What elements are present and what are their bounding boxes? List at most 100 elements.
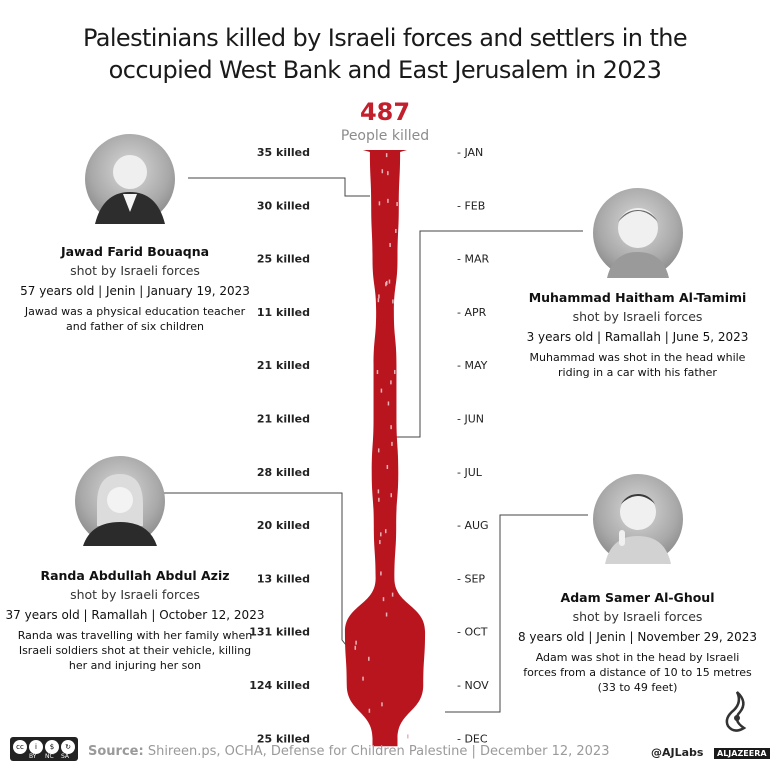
month-label-may: - MAY [457,359,488,372]
figure-mark [377,489,380,494]
profile-muhammad: Muhammad Haitham Al-Tamimi shot by Israe… [515,290,760,380]
figure-mark [388,279,391,284]
cc-icon: cc [13,740,27,754]
month-label-jul: - JUL [457,466,483,479]
month-label-sep: - SEP [457,572,485,585]
ajlabs-handle: @AJLabs [651,746,704,759]
month-label-jan: - JAN [457,146,483,159]
figure-mark [376,370,379,375]
portrait-muhammad [593,188,683,278]
figure-mark [391,592,394,597]
profile-randa: Randa Abdullah Abdul Aziz shot by Israel… [5,568,265,673]
profile-desc: Randa was travelling with her family whe… [5,628,265,673]
cc-sa-text: SA [61,753,70,760]
figure-mark [384,529,387,534]
month-labels: - JAN - FEB - MAR - APR - MAY - JUN - JUL - AUG… [457,146,489,745]
profile-desc-line: and father of six children [66,320,204,333]
source-note: Source: Shireen.ps, OCHA, Defense for Ch… [88,744,609,759]
aljazeera-wordmark: ALJAZEERA [714,748,770,759]
creative-commons-badge[interactable]: cc i $ ↻ BY NC SA [10,737,78,761]
profile-name: Randa Abdullah Abdul Aziz [40,568,230,583]
figure-mark [377,448,380,453]
portrait-jawad [85,134,175,224]
month-label-jun: - JUN [457,413,484,426]
aljazeera-logo-icon [725,691,747,732]
profile-desc: Jawad was a physical education teacher a… [10,304,260,334]
figure-mark [355,640,357,645]
figure-mark [381,169,384,174]
killed-label-may: 21 killed [257,359,310,372]
killed-label-jan: 35 killed [257,146,310,159]
title-line-2: occupied West Bank and East Jerusalem in… [108,56,662,84]
killed-label-nov: 124 killed [249,679,310,692]
month-label-aug: - AUG [457,519,489,532]
month-label-mar: - MAR [457,253,489,266]
connector-line-2 [395,230,583,438]
figure-mark [385,282,387,287]
profile-desc-line: Randa was travelling with her family whe… [17,629,253,642]
portrait-randa [75,456,165,546]
killed-label-jun: 21 killed [257,413,310,426]
killed-label-jul: 28 killed [257,466,310,479]
killed-label-dec: 25 killed [257,732,310,745]
figure-mark [378,294,380,299]
figure-mark [385,612,388,617]
profile-desc: Adam was shot in the head by Israeli for… [510,650,765,695]
profile-desc-line: Adam was shot in the head by Israeli [535,651,740,664]
figure-mark [390,425,392,430]
figure-mark [382,597,385,602]
figure-mark [393,369,396,374]
figure-mark [368,656,370,661]
chart-title: Palestinians killed by Israeli forces an… [0,22,770,86]
figure-mark [380,532,382,537]
month-label-nov: - NOV [457,679,489,692]
profile-desc-line: Jawad was a physical education teacher [24,305,246,318]
title-line-1: Palestinians killed by Israeli forces an… [82,24,688,52]
month-label-oct: - OCT [457,626,488,639]
profile-shot: shot by Israeli forces [70,587,200,602]
killed-label-feb: 30 killed [257,199,310,212]
figure-mark [407,734,409,739]
figure-mark [380,388,383,393]
profile-desc: Muhammad was shot in the head while ridi… [515,350,760,380]
figure-mark [386,464,389,469]
profile-desc-line: riding in a car with his father [558,366,717,379]
cc-by-text: BY [29,753,37,760]
total-killed-number: 487 [359,98,411,126]
profile-shot: shot by Israeli forces [572,609,703,624]
profile-desc-line: Muhammad was shot in the head while [529,351,746,364]
profile-meta: 37 years old | Ramallah | October 12, 20… [5,608,265,622]
figure-mark [362,676,364,681]
figure-mark [387,171,389,176]
connector-line-1 [188,177,370,197]
profile-name: Muhammad Haitham Al-Tamimi [528,290,747,305]
killed-label-apr: 11 killed [257,306,310,319]
figure-mark [368,708,371,713]
profile-name: Jawad Farid Bouaqna [60,244,210,259]
month-label-dec: - DEC [457,732,488,745]
profile-desc-line: (33 to 49 feet) [597,681,678,694]
figure-mark [389,242,391,247]
cc-nc-text: NC [45,753,54,760]
profile-jawad: Jawad Farid Bouaqna shot by Israeli forc… [10,244,260,334]
figure-mark [386,280,388,285]
figure-mark [387,198,389,203]
figure-mark [385,153,388,158]
source-label: Source: [88,744,144,759]
figure-mark [380,571,382,576]
killed-label-aug: 20 killed [257,519,310,532]
portrait-adam [593,474,683,564]
figure-mark [354,645,357,650]
killed-label-oct: 131 killed [249,626,310,639]
month-label-feb: - FEB [457,199,485,212]
profile-adam: Adam Samer Al-Ghoul shot by Israeli forc… [510,590,765,695]
source-text: Shireen.ps, OCHA, Defense for Children P… [147,744,610,759]
profile-meta: 57 years old | Jenin | January 19, 2023 [20,284,250,298]
by-icon: i [29,740,43,754]
profile-name: Adam Samer Al-Ghoul [560,590,715,605]
blood-flow-shape [344,150,426,747]
profile-meta: 8 years old | Jenin | November 29, 2023 [517,630,758,644]
killed-label-mar: 25 killed [257,253,310,266]
